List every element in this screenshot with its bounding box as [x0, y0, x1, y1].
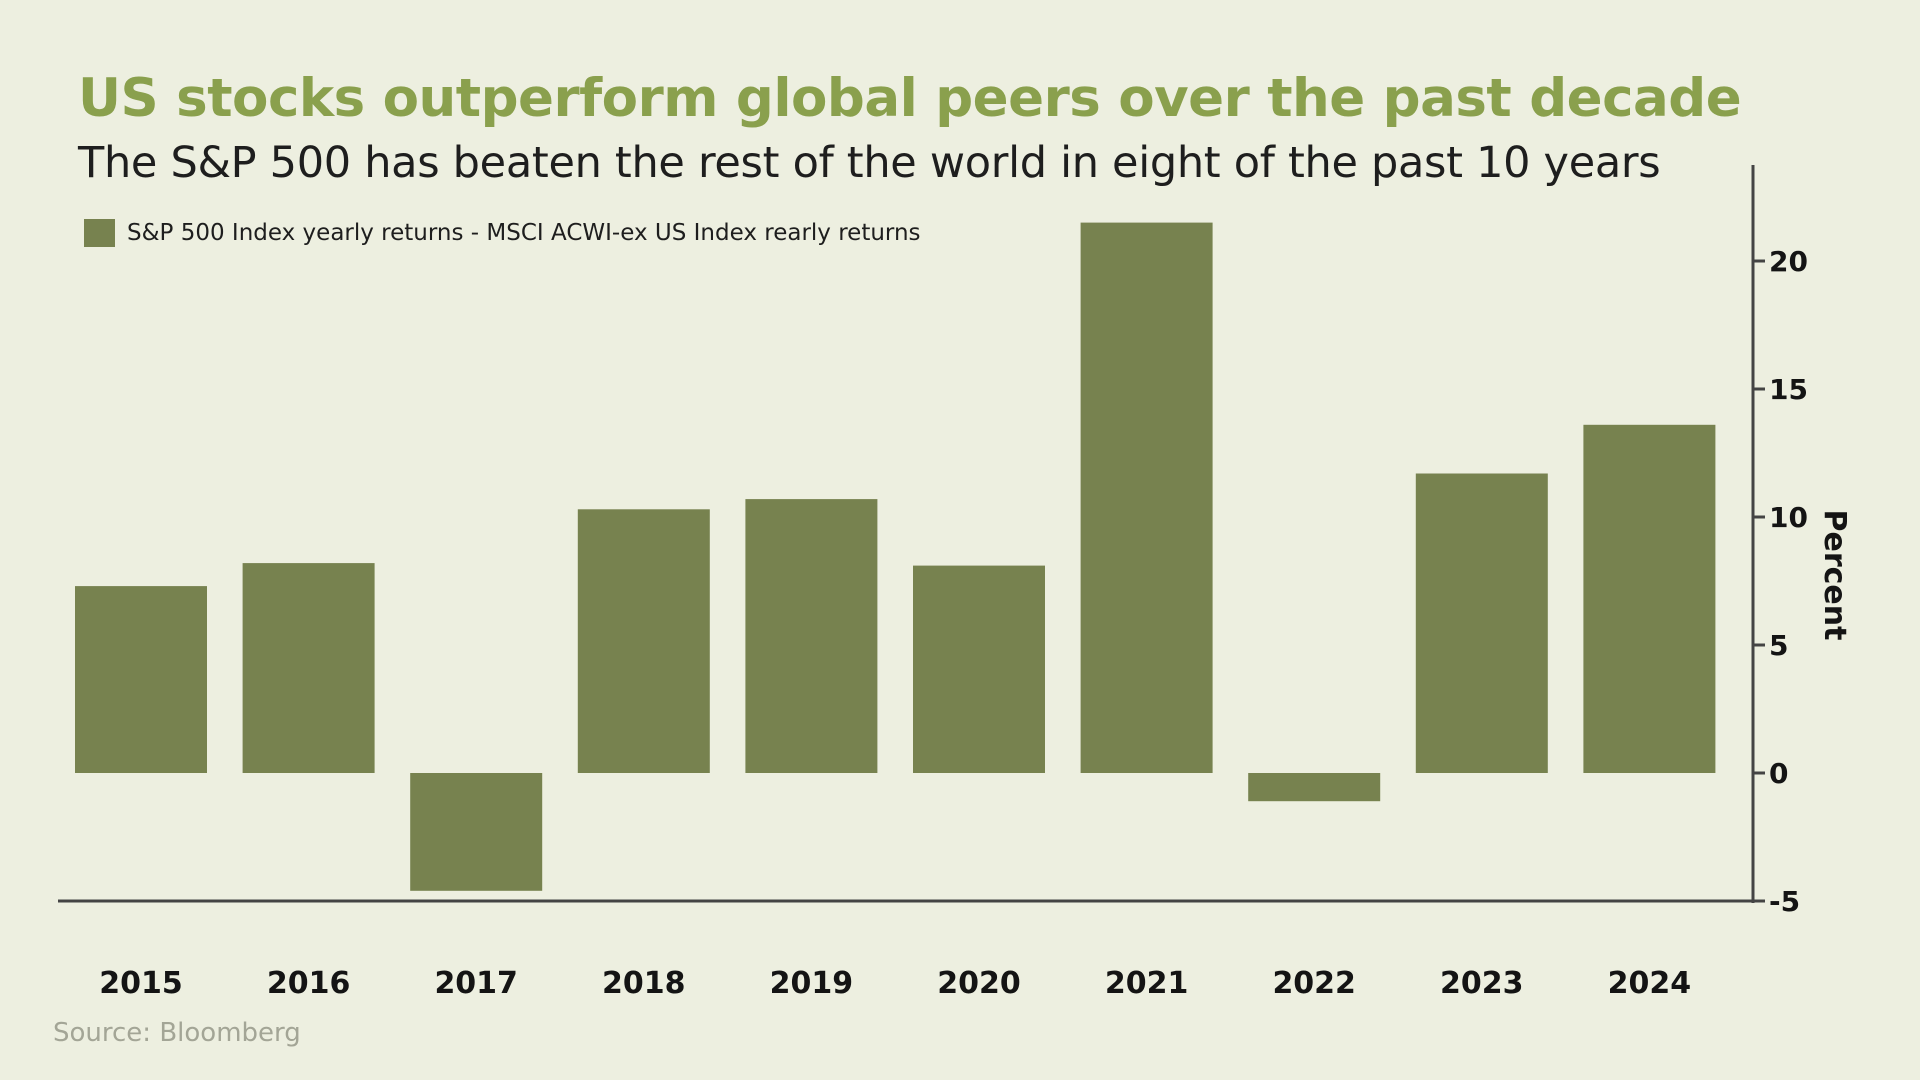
y-tick-label: -5 — [1769, 885, 1800, 918]
bar-2015 — [75, 586, 207, 773]
x-tick-label-2019: 2019 — [770, 966, 854, 1001]
x-tick-label-2015: 2015 — [99, 966, 183, 1001]
bar-2016 — [242, 563, 375, 773]
legend-label: S&P 500 Index yearly returns - MSCI ACWI… — [127, 220, 921, 246]
legend-swatch — [84, 219, 115, 247]
y-tick-label: 5 — [1769, 629, 1788, 662]
x-tick-label-2021: 2021 — [1105, 966, 1189, 1001]
x-tick-label-2018: 2018 — [602, 966, 686, 1001]
y-tick-label: 15 — [1769, 373, 1808, 406]
y-tick-label: 20 — [1769, 245, 1808, 278]
bar-2023 — [1415, 473, 1548, 773]
y-axis-title: Percent — [1817, 510, 1852, 641]
x-tick-label-2022: 2022 — [1272, 966, 1356, 1001]
x-tick-label-2016: 2016 — [267, 966, 351, 1001]
legend: S&P 500 Index yearly returns - MSCI ACWI… — [84, 219, 921, 247]
y-ticks-group: 20 15 10 5 0 -5 — [1753, 245, 1808, 918]
bar-2017 — [410, 773, 543, 891]
bar-2024 — [1583, 424, 1716, 773]
bar-2022 — [1248, 773, 1381, 802]
bar-2020 — [913, 565, 1045, 773]
x-tick-label-2017: 2017 — [434, 966, 518, 1001]
x-tick-label-2020: 2020 — [937, 966, 1021, 1001]
bar-2018 — [577, 509, 710, 773]
chart-title: US stocks outperform global peers over t… — [78, 68, 1742, 129]
y-tick-label: 10 — [1769, 501, 1808, 534]
y-tick-label: 0 — [1769, 757, 1788, 790]
bar-2021 — [1080, 222, 1213, 774]
x-labels-group: 2015 2016 2017 2018 2019 2020 2021 2022 2023 2024 — [99, 966, 1691, 1001]
source-note: Source: Bloomberg — [53, 1018, 301, 1048]
bar-2019 — [745, 499, 878, 773]
bars-group — [75, 222, 1716, 891]
x-tick-label-2024: 2024 — [1608, 966, 1692, 1001]
chart-subtitle: The S&P 500 has beaten the rest of the w… — [78, 138, 1661, 188]
x-tick-label-2023: 2023 — [1440, 966, 1524, 1001]
